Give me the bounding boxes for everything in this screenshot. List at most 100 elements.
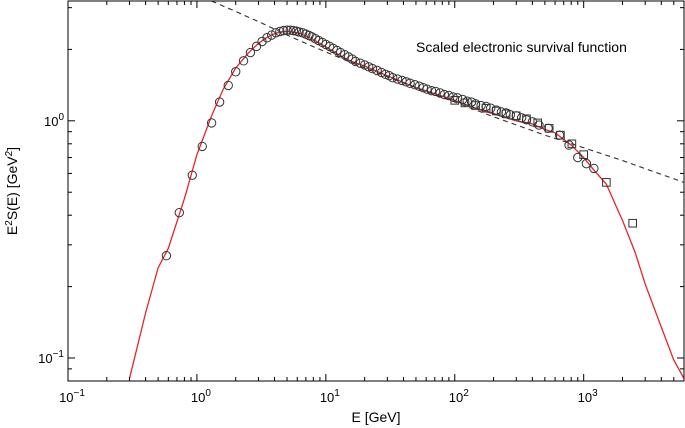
- circle-marker: [534, 120, 544, 130]
- circle-marker: [161, 251, 172, 261]
- y-tick-label-exp: −1: [53, 349, 65, 360]
- y-tick-label-exp: 0: [58, 112, 64, 123]
- circle-marker: [414, 81, 424, 91]
- x-tick-label: 10−1: [59, 388, 85, 405]
- y-axis-title-post: ]: [4, 147, 20, 151]
- square-marker: [602, 178, 611, 187]
- circle-marker: [275, 26, 285, 37]
- circle-marker: [422, 84, 432, 94]
- circle-marker: [387, 72, 398, 83]
- circle-marker: [367, 63, 378, 74]
- circle-marker: [372, 65, 382, 76]
- square-marker: [544, 123, 554, 133]
- circle-marker: [278, 25, 289, 36]
- square-marker: [460, 98, 470, 108]
- square-marker: [501, 109, 511, 119]
- y-axis-title-mid: S(E) [GeV: [4, 156, 20, 220]
- square-marker: [481, 103, 491, 113]
- circle-marker: [355, 58, 365, 68]
- chart-annotation: Scaled electronic survival function: [416, 39, 627, 55]
- circle-marker: [516, 113, 527, 123]
- x-tick-label-base: 10: [320, 390, 334, 405]
- x-tick-label: 100: [191, 388, 211, 405]
- x-tick-label: 101: [320, 388, 340, 405]
- x-tick-label-base: 10: [59, 390, 73, 405]
- circle-marker: [589, 163, 599, 174]
- circle-marker: [294, 27, 304, 37]
- power-law-dashed-line: [211, 1, 684, 183]
- circle-marker: [262, 33, 272, 43]
- circle-marker: [444, 90, 454, 101]
- square-marker: [628, 218, 638, 228]
- circle-marker: [426, 85, 437, 96]
- axis-ticks: [67, 1, 685, 382]
- circle-marker: [573, 152, 583, 163]
- circle-marker: [397, 75, 407, 86]
- x-tick-label-exp: 2: [463, 388, 469, 399]
- square-marker: [511, 111, 521, 121]
- y-tick-label-base: 10: [44, 114, 58, 129]
- circle-marker: [481, 101, 491, 112]
- circle-marker: [238, 56, 249, 66]
- square-marker: [579, 150, 588, 159]
- circle-marker: [581, 158, 592, 169]
- y-tick-label-base: 10: [38, 351, 52, 366]
- circle-marker: [392, 74, 403, 84]
- circle-marker: [245, 47, 256, 58]
- square-marker: [522, 114, 531, 124]
- y-axis-title-unit-sup: 2: [4, 150, 15, 156]
- x-tick-label-base: 10: [578, 390, 592, 405]
- y-tick-label: 100: [44, 112, 64, 129]
- y-axis-title-pre-sup: 2: [4, 220, 15, 226]
- square-marker: [492, 106, 501, 116]
- circle-marker: [231, 67, 241, 77]
- square-marker: [567, 139, 577, 149]
- circle-marker: [462, 96, 472, 106]
- x-tick-label-exp: 1: [334, 388, 340, 399]
- circle-marker: [511, 111, 521, 121]
- circle-marker: [251, 41, 262, 52]
- circle-markers: [161, 25, 599, 261]
- circle-marker: [410, 80, 420, 90]
- x-tick-label: 102: [449, 388, 469, 405]
- circle-marker: [350, 56, 361, 67]
- square-marker: [533, 118, 543, 128]
- circle-marker: [288, 25, 299, 36]
- circle-marker: [214, 97, 225, 107]
- x-axis-title: E [GeV]: [351, 409, 400, 425]
- circle-marker: [197, 141, 207, 152]
- x-tick-label: 103: [578, 388, 598, 405]
- circle-marker: [505, 110, 516, 120]
- circle-marker: [435, 88, 445, 98]
- x-tick-label-exp: 3: [592, 388, 598, 399]
- circle-marker: [174, 207, 185, 218]
- x-tick-label-exp: 0: [205, 388, 211, 399]
- circle-marker: [564, 140, 574, 150]
- circle-marker: [187, 170, 197, 180]
- circle-marker: [282, 25, 292, 35]
- square-marker: [556, 130, 565, 140]
- circle-marker: [285, 25, 295, 35]
- x-tick-label-exp: −1: [74, 388, 86, 399]
- y-tick-label: 10−1: [38, 349, 64, 366]
- circle-marker: [223, 80, 233, 91]
- y-axis-title: E2S(E) [GeV2]: [4, 147, 20, 235]
- circle-marker: [401, 77, 411, 87]
- x-tick-label-base: 10: [449, 390, 463, 405]
- square-marker: [471, 101, 480, 110]
- x-axis-title-unit: GeV: [369, 409, 398, 425]
- circle-marker: [439, 89, 450, 100]
- square-markers: [450, 96, 638, 228]
- square-marker: [450, 96, 460, 105]
- x-tick-label-base: 10: [191, 390, 205, 405]
- series-layer: [128, 1, 684, 379]
- circle-marker: [430, 86, 441, 97]
- circle-marker: [496, 107, 507, 117]
- circle-marker: [452, 93, 463, 103]
- circle-marker: [476, 100, 486, 111]
- circle-marker: [405, 78, 415, 88]
- circle-marker: [206, 118, 217, 128]
